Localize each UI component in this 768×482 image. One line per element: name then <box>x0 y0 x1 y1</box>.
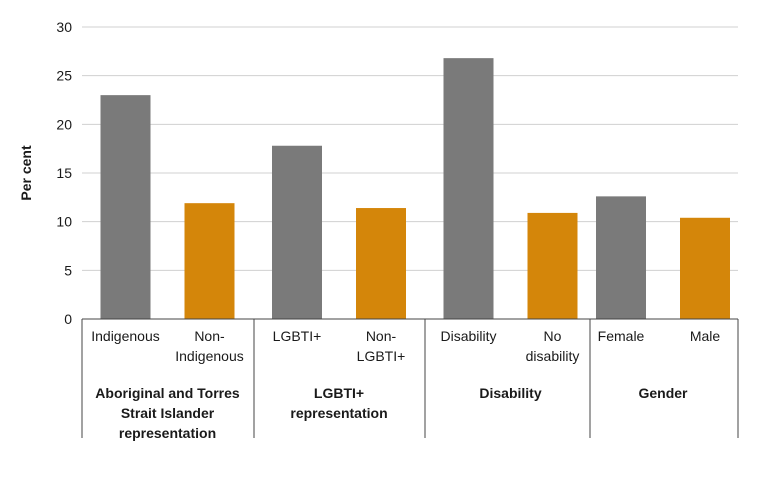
y-tick-label-0: 0 <box>64 311 72 327</box>
category-labels: Indigenous Non- Indigenous LGBTI+ Non- LGBTI+… <box>91 328 720 364</box>
group-label-1-0: LGBTI+ <box>314 385 364 401</box>
bar-1-1 <box>356 208 406 319</box>
category-label-1-1-1: LGBTI+ <box>357 348 406 364</box>
bar-0-0 <box>100 95 151 319</box>
group-label-0-1: Strait Islander <box>121 405 215 421</box>
category-label-3-0-0: Female <box>598 328 645 344</box>
group-label-0-0: Aboriginal and Torres <box>95 385 240 401</box>
y-tick-label-25: 25 <box>56 68 72 84</box>
bar-3-0 <box>596 196 646 319</box>
group-label-2-0: Disability <box>479 385 541 401</box>
category-label-0-1-1: Indigenous <box>175 348 244 364</box>
category-label-2-0-0: Disability <box>440 328 496 344</box>
category-label-2-1-0: No <box>544 328 562 344</box>
category-label-1-1-0: Non- <box>366 328 397 344</box>
group-label-0-2: representation <box>119 425 216 441</box>
y-axis-ticks: 0 5 10 15 20 25 30 <box>56 19 72 327</box>
group-label-3-0: Gender <box>638 385 688 401</box>
x-axis <box>81 318 739 438</box>
y-axis-label: Per cent <box>18 145 34 201</box>
group-label-1-1: representation <box>290 405 387 421</box>
bar-1-0 <box>272 145 322 319</box>
y-tick-label-20: 20 <box>56 116 72 132</box>
y-tick-label-30: 30 <box>56 19 72 35</box>
bar-0-1 <box>184 203 235 319</box>
bar-2-0 <box>443 58 494 319</box>
y-tick-label-10: 10 <box>56 214 72 230</box>
group-labels: Aboriginal and Torres Strait Islander repr… <box>95 385 688 441</box>
bars <box>100 58 730 319</box>
category-label-2-1-1: disability <box>526 348 580 364</box>
bar-2-1 <box>527 212 578 319</box>
category-label-0-0-0: Indigenous <box>91 328 160 344</box>
bar-3-1 <box>680 217 730 319</box>
category-label-0-1-0: Non- <box>194 328 225 344</box>
y-tick-label-5: 5 <box>64 262 72 278</box>
category-label-3-1-0: Male <box>690 328 721 344</box>
y-tick-label-15: 15 <box>56 165 72 181</box>
category-label-1-0-0: LGBTI+ <box>273 328 322 344</box>
